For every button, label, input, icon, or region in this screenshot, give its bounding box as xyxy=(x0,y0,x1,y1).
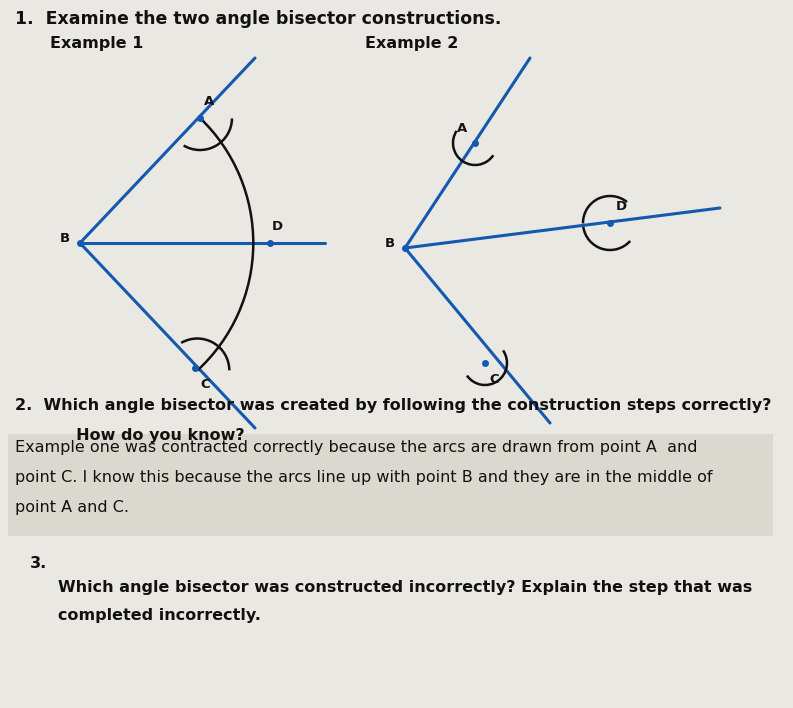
Text: C: C xyxy=(200,378,209,391)
FancyBboxPatch shape xyxy=(8,434,773,536)
Text: A: A xyxy=(457,122,467,135)
Text: point C. I know this because the arcs line up with point B and they are in the m: point C. I know this because the arcs li… xyxy=(15,470,712,485)
Text: B: B xyxy=(385,236,395,249)
Text: 3.: 3. xyxy=(30,556,48,571)
Text: D: D xyxy=(272,220,283,233)
Text: Which angle bisector was constructed incorrectly? Explain the step that was: Which angle bisector was constructed inc… xyxy=(58,580,753,595)
Text: 2.  Which angle bisector was created by following the construction steps correct: 2. Which angle bisector was created by f… xyxy=(15,398,772,413)
Text: C: C xyxy=(489,373,499,386)
Text: Example one was contracted correctly because the arcs are drawn from point A  an: Example one was contracted correctly bec… xyxy=(15,440,698,455)
Text: Example 2: Example 2 xyxy=(365,36,458,51)
Text: 1.  Examine the two angle bisector constructions.: 1. Examine the two angle bisector constr… xyxy=(15,10,501,28)
Text: Example 1: Example 1 xyxy=(50,36,144,51)
Text: D: D xyxy=(616,200,627,213)
Text: B: B xyxy=(60,232,70,244)
Text: How do you know?: How do you know? xyxy=(48,428,244,443)
Text: point A and C.: point A and C. xyxy=(15,500,129,515)
Text: A: A xyxy=(204,95,214,108)
Text: completed incorrectly.: completed incorrectly. xyxy=(58,608,261,623)
